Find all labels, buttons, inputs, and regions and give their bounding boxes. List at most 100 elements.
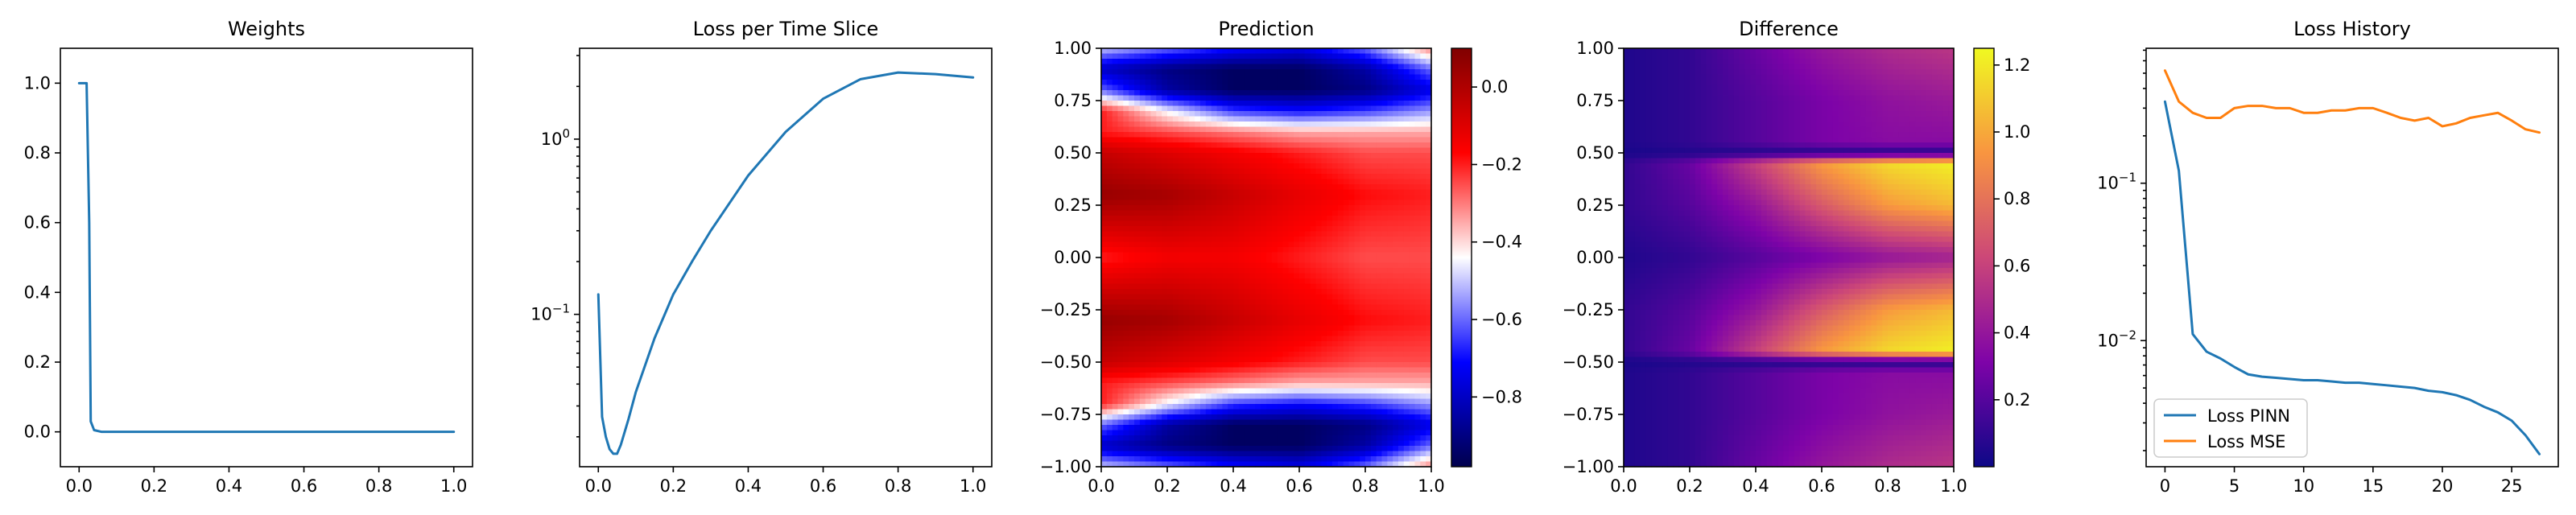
heatmap-cell: [1310, 90, 1317, 97]
heatmap-cell: [1167, 158, 1174, 164]
heatmap-cell: [1216, 294, 1223, 300]
heatmap-cell: [1238, 336, 1245, 342]
heatmap-cell: [1150, 84, 1157, 91]
heatmap-cell: [1420, 278, 1426, 285]
heatmap-cell: [1403, 116, 1410, 122]
heatmap-cell: [1129, 168, 1135, 175]
heatmap-cell: [1244, 362, 1251, 369]
heatmap-cell: [1266, 341, 1273, 348]
heatmap-cell: [1348, 158, 1355, 164]
heatmap-cell: [1106, 430, 1113, 436]
heatmap-cell: [1365, 273, 1372, 279]
heatmap-cell: [1216, 163, 1223, 170]
heatmap-cell: [1150, 122, 1157, 128]
heatmap-cell: [1255, 137, 1261, 143]
heatmap-cell: [1348, 362, 1355, 369]
heatmap-cell: [1238, 101, 1245, 107]
heatmap-cell: [1162, 325, 1168, 332]
heatmap-cell: [1426, 304, 1432, 311]
heatmap-cell: [1288, 174, 1294, 180]
heatmap-cell: [1172, 132, 1179, 138]
heatmap-cell: [1150, 59, 1157, 65]
heatmap-cell: [1294, 294, 1300, 300]
heatmap-cell: [1112, 258, 1119, 264]
heatmap-cell: [1145, 216, 1152, 222]
heatmap-cell: [1321, 278, 1327, 285]
heatmap-cell: [1288, 352, 1294, 358]
heatmap-cell: [1393, 393, 1399, 400]
heatmap-cell: [1189, 331, 1195, 337]
heatmap-cell: [1123, 48, 1129, 55]
heatmap-cell: [1365, 105, 1372, 112]
heatmap-cell: [1139, 414, 1146, 421]
heatmap-cell: [1294, 341, 1300, 348]
heatmap-cell: [1216, 362, 1223, 369]
heatmap-cell: [1327, 216, 1333, 222]
heatmap-cell: [1266, 440, 1273, 447]
heatmap-cell: [1365, 80, 1372, 86]
heatmap-cell: [1766, 48, 1773, 55]
heatmap-cell: [1195, 258, 1201, 264]
heatmap-cell: [1304, 74, 1311, 80]
heatmap-cell: [1222, 105, 1228, 112]
heatmap-cell: [1376, 84, 1383, 91]
heatmap-cell: [1315, 268, 1322, 274]
heatmap-cell: [1403, 440, 1410, 447]
heatmap-cell: [1162, 278, 1168, 285]
heatmap-cell: [1106, 216, 1113, 222]
heatmap-cell: [1156, 189, 1162, 196]
heatmap-cell: [1321, 404, 1327, 410]
heatmap-cell: [1360, 53, 1366, 60]
heatmap-cell: [1360, 48, 1366, 55]
heatmap-cell: [1195, 377, 1201, 384]
heatmap-cell: [1271, 226, 1278, 233]
heatmap-cell: [1178, 310, 1185, 316]
heatmap-cell: [1123, 404, 1129, 410]
heatmap-cell: [1348, 195, 1355, 201]
heatmap-cell: [1266, 258, 1273, 264]
heatmap-cell: [1348, 69, 1355, 76]
heatmap-cell: [1365, 226, 1372, 233]
heatmap-cell: [1294, 336, 1300, 342]
heatmap-cell: [1343, 111, 1350, 117]
heatmap-cell: [1348, 80, 1355, 86]
heatmap-cell: [1123, 252, 1129, 258]
heatmap-cell: [1178, 74, 1185, 80]
heatmap-cell: [1134, 304, 1141, 311]
heatmap-cell: [1387, 289, 1393, 295]
heatmap-cell: [1205, 367, 1212, 373]
heatmap-cell: [1327, 268, 1333, 274]
heatmap-cell: [1381, 341, 1388, 348]
heatmap-cell: [1233, 273, 1240, 279]
heatmap-cell: [1624, 64, 1630, 70]
heatmap-cell: [1348, 147, 1355, 154]
heatmap-cell: [1376, 231, 1383, 237]
heatmap-cell: [1332, 336, 1339, 342]
heatmap-cell: [1348, 336, 1355, 342]
heatmap-cell: [1134, 189, 1141, 196]
heatmap-cell: [1332, 283, 1339, 290]
heatmap-cell: [1189, 383, 1195, 389]
heatmap-cell: [1381, 362, 1388, 369]
heatmap-cell: [1167, 331, 1174, 337]
heatmap-cell: [1249, 258, 1256, 264]
heatmap-cell: [1403, 393, 1410, 400]
heatmap-cell: [1189, 398, 1195, 405]
heatmap-cell: [1205, 315, 1212, 321]
heatmap-cell: [1189, 179, 1195, 185]
heatmap-cell: [1216, 352, 1223, 358]
heatmap-cell: [1398, 435, 1405, 442]
heatmap-cell: [1167, 388, 1174, 394]
heatmap-cell: [1327, 440, 1333, 447]
heatmap-cell: [1211, 440, 1218, 447]
heatmap-cell: [1167, 414, 1174, 421]
heatmap-cell: [1238, 262, 1245, 269]
heatmap-cell: [1271, 367, 1278, 373]
heatmap-cell: [1112, 440, 1119, 447]
heatmap-cell: [1393, 80, 1399, 86]
heatmap-cell: [1183, 414, 1190, 421]
heatmap-cell: [1167, 226, 1174, 233]
heatmap-cell: [1112, 456, 1119, 463]
heatmap-cell: [1117, 346, 1124, 352]
heatmap-cell: [1167, 346, 1174, 352]
